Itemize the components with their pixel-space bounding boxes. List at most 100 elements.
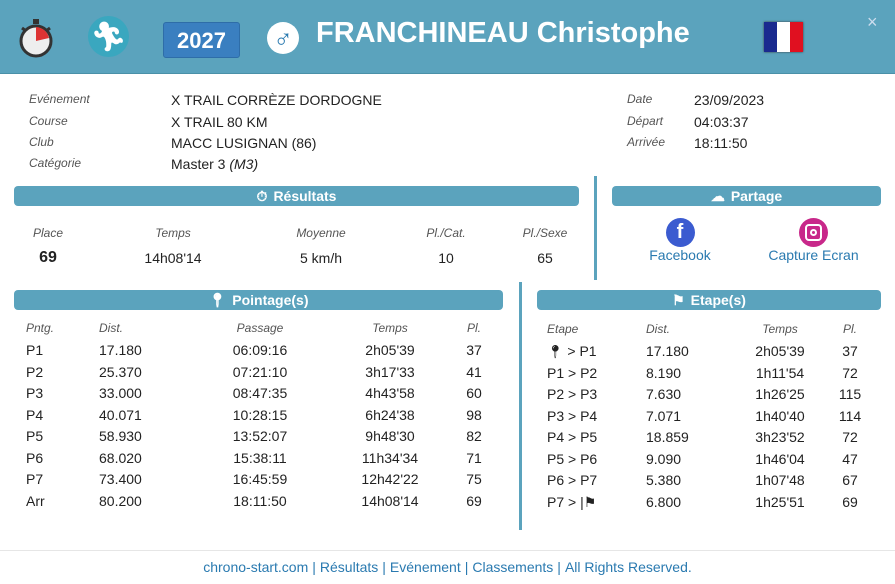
pointage-cell: 9h48'30 — [365, 428, 415, 444]
info-value: 23/09/2023 — [694, 92, 765, 108]
column-header: Moyenne — [296, 226, 346, 240]
etape-cell: 5.380 — [646, 472, 682, 488]
result-value: 65 — [537, 250, 553, 266]
etape-cell: 37 — [842, 343, 858, 359]
result-value: 5 km/h — [299, 250, 343, 266]
pointage-cell: 68.020 — [99, 449, 142, 466]
etape-cell: 72 — [842, 364, 858, 381]
category: Master 3 — [171, 156, 226, 172]
column-header: Dist. — [646, 322, 670, 336]
etape-cell: 72 — [842, 429, 858, 445]
facebook-icon: f — [665, 218, 695, 247]
etape-cell: 7.071 — [646, 407, 682, 424]
column-header: Temps — [372, 321, 408, 335]
footer-separator: | — [464, 559, 469, 575]
pointage-cell: 14h08'14 — [361, 492, 419, 509]
facebook-button[interactable]: f Facebook — [649, 218, 711, 263]
year-badge: 2027 — [163, 22, 240, 58]
etape-cell: 3h23'52 — [755, 429, 805, 445]
pointage-cell: P5 — [26, 428, 44, 444]
capture-button[interactable]: Capture Ecran — [766, 218, 861, 263]
pointage-cell: 73.400 — [99, 471, 142, 487]
divider — [519, 282, 522, 530]
etape-cell: P1 > P2 — [547, 364, 598, 381]
info-value: 18:11:50 — [694, 135, 748, 151]
etape-cell: P6 > P7 — [547, 472, 598, 488]
share-title: Partage — [730, 188, 783, 204]
footer-separator: | — [557, 559, 561, 575]
footer-link[interactable]: chrono-start.com — [203, 559, 309, 575]
athlete-name: FRANCHINEAU Christophe — [316, 17, 690, 49]
etape-cell: P7 > |⚑ — [547, 494, 596, 511]
column-header: Pl./Sexe — [522, 226, 568, 240]
runner-icon: 🏃︎ — [88, 16, 129, 57]
pointage-cell: 40.071 — [99, 406, 142, 423]
footer-link[interactable]: Evénement — [389, 559, 461, 575]
footer-link[interactable]: Résultats — [319, 559, 379, 575]
etape-cell: P4 > P5 — [547, 429, 598, 445]
pointage-header: 📍︎ Pointage(s) — [14, 290, 503, 310]
column-header: Pl. — [466, 321, 482, 335]
close-button[interactable]: × — [867, 12, 878, 32]
pointage-cell: 6h24'38 — [365, 406, 415, 423]
france-flag-icon — [764, 22, 803, 52]
info-value: Master 3 (M3) — [171, 156, 258, 172]
etape-cell: 1h26'25 — [755, 386, 805, 402]
column-header: Pntg. — [26, 321, 55, 335]
etape-cell: 18.859 — [646, 429, 689, 445]
info-label: Evénement — [29, 92, 90, 106]
column-header: Passage — [236, 321, 284, 335]
capture-link[interactable]: Capture Ecran — [768, 247, 859, 263]
column-header: Pl. — [842, 322, 858, 336]
result-value: 69 — [39, 249, 57, 266]
footer-link[interactable]: Classements — [472, 559, 554, 575]
footer: chrono-start.com | Résultats | Evénement | Cla… — [0, 559, 895, 575]
facebook-link[interactable]: Facebook — [649, 247, 711, 263]
pointage-cell: P3 — [26, 385, 44, 401]
pointage-cell: 13:52:07 — [232, 428, 288, 444]
stopwatch-small-icon: ⏱ — [256, 187, 268, 204]
etape-cell: 114 — [838, 407, 862, 424]
info-label: Arrivée — [627, 135, 666, 149]
etape-cell: 47 — [842, 450, 858, 467]
footer-separator: | — [312, 559, 316, 575]
cloud-upload-icon: ☁ — [710, 187, 725, 204]
pointage-cell: 69 — [466, 492, 482, 509]
pointage-cell: P2 — [26, 363, 44, 380]
info-label: Date — [627, 92, 653, 106]
footer-separator: | — [382, 559, 386, 575]
pointage-cell: 08:47:35 — [232, 385, 288, 401]
info-label: Catégorie — [29, 156, 82, 170]
etape-cell: 1h07'48 — [755, 472, 805, 488]
map-marker-icon: 📍︎ — [547, 344, 564, 359]
results-header: ⏱ Résultats — [14, 186, 579, 206]
pointage-cell: 2h05'39 — [365, 342, 415, 358]
pointage-cell: 98 — [466, 406, 482, 423]
info-value: X TRAIL CORRÈZE DORDOGNE — [171, 92, 382, 108]
column-header: Pl./Cat. — [426, 226, 466, 240]
etape-cell: 115 — [838, 386, 862, 402]
pointage-cell: 06:09:16 — [232, 342, 288, 358]
pointage-cell: 25.370 — [99, 363, 142, 380]
pointage-cell: 41 — [466, 363, 482, 380]
info-label: Club — [29, 135, 54, 149]
results-title: Résultats — [273, 188, 337, 204]
info-value: MACC LUSIGNAN (86) — [171, 135, 317, 151]
etape-cell: 📍︎ > P1 — [547, 343, 597, 360]
pointage-cell: 82 — [466, 428, 482, 444]
etape-cell: P3 > P4 — [547, 407, 598, 424]
info-value: 04:03:37 — [694, 114, 749, 130]
result-value: 10 — [438, 250, 454, 266]
male-icon: ♂ — [267, 22, 299, 54]
etape-label: P7 > — [547, 493, 577, 510]
etape-label: > P1 — [567, 343, 597, 359]
etape-cell: 1h40'40 — [755, 407, 805, 424]
stopwatch-icon — [19, 19, 53, 58]
etape-cell: 9.090 — [646, 450, 682, 467]
etape-cell: P5 > P6 — [547, 450, 598, 467]
column-header: Etape — [547, 322, 579, 336]
pointage-cell: 16:45:59 — [232, 471, 288, 487]
column-header: Dist. — [99, 321, 123, 335]
etape-cell: 17.180 — [646, 343, 689, 359]
etape-cell: 67 — [842, 472, 858, 488]
